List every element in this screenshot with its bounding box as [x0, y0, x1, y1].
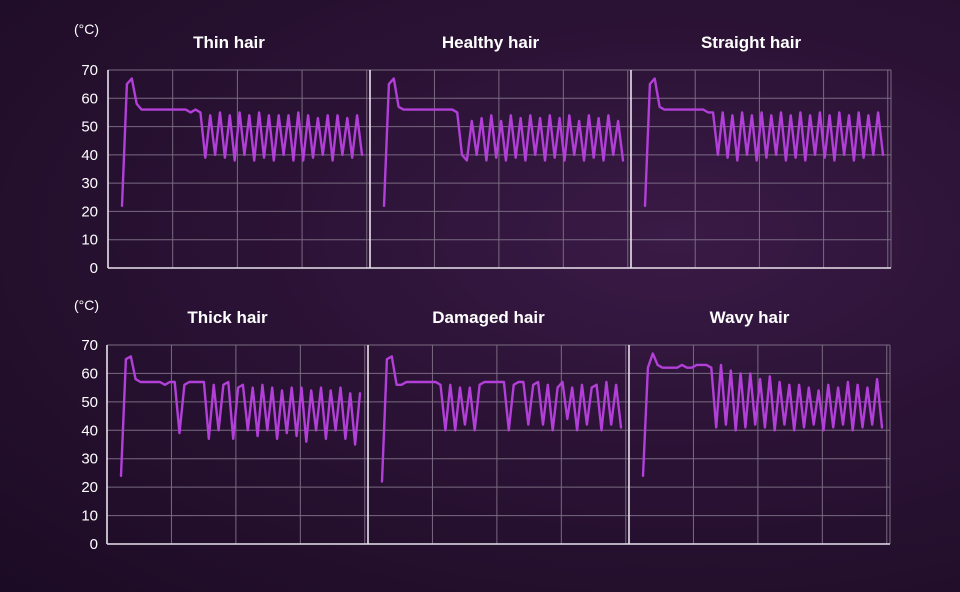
panel-title: Healthy hair: [442, 33, 540, 52]
y-tick-label: 30: [81, 451, 98, 468]
y-tick-label: 70: [81, 337, 98, 354]
y-unit-label: (°C): [74, 21, 99, 37]
series-line: [382, 77, 625, 208]
y-unit-label: (°C): [74, 297, 99, 313]
y-tick-label: 70: [81, 62, 98, 79]
panel-title: Straight hair: [701, 33, 802, 52]
panel-title: Wavy hair: [710, 308, 790, 327]
y-tick-label: 10: [81, 508, 98, 525]
series-line: [380, 355, 623, 483]
series-line: [641, 352, 884, 477]
y-tick-label: 20: [81, 479, 98, 496]
y-tick-label: 20: [81, 203, 98, 220]
y-tick-label: 10: [81, 232, 98, 249]
y-tick-label: 40: [81, 422, 98, 439]
series-line: [120, 77, 364, 208]
series-line: [119, 355, 362, 477]
y-tick-label: 0: [90, 536, 98, 553]
panel-title: Thick hair: [187, 308, 268, 327]
series-line: [643, 77, 885, 208]
y-tick-label: 30: [81, 175, 98, 192]
y-tick-label: 60: [81, 90, 98, 107]
y-tick-label: 50: [81, 394, 98, 411]
y-tick-label: 0: [90, 260, 98, 277]
panel-title: Damaged hair: [432, 308, 545, 327]
panel-title: Thin hair: [193, 33, 265, 52]
y-tick-label: 60: [81, 365, 98, 382]
y-tick-label: 40: [81, 147, 98, 164]
y-tick-label: 50: [81, 119, 98, 136]
